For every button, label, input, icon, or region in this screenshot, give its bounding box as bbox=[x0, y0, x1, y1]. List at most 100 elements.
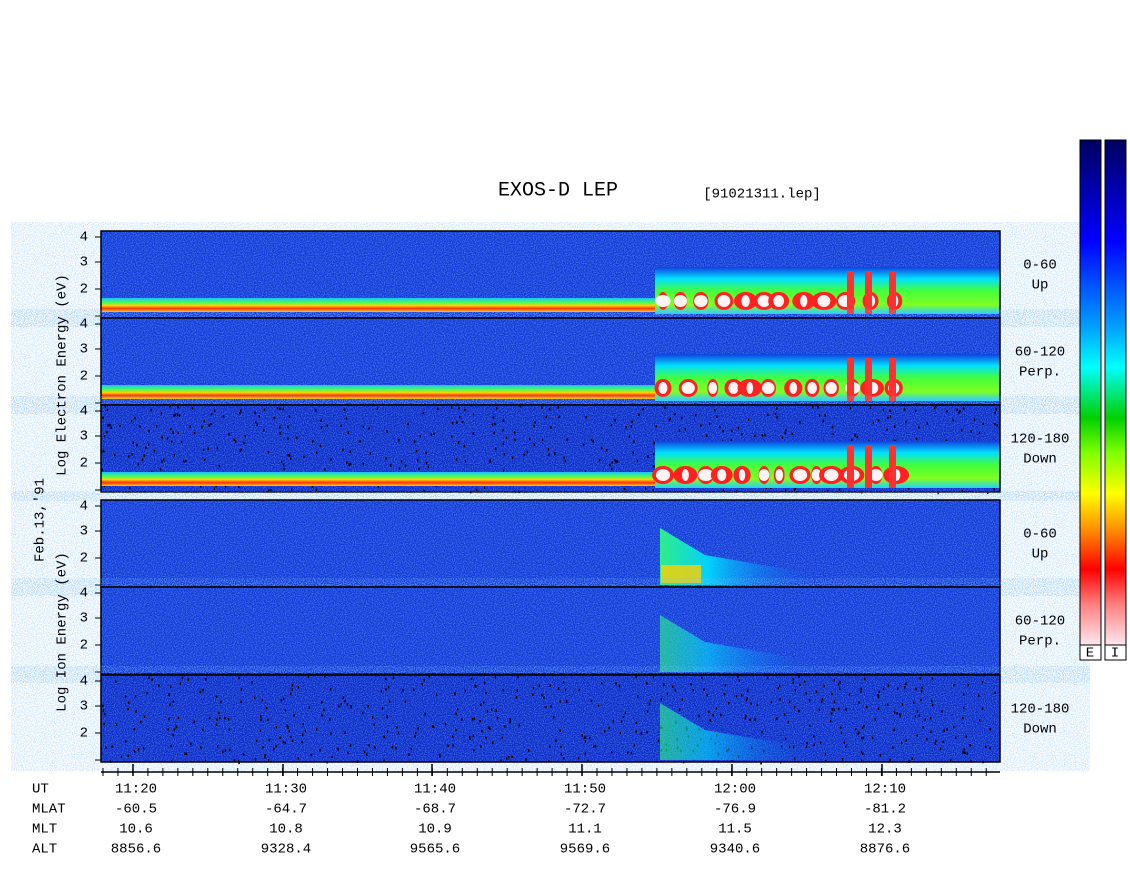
speckle bbox=[282, 463, 285, 467]
speckle bbox=[541, 406, 543, 409]
speckle bbox=[889, 758, 891, 762]
blob bbox=[728, 382, 739, 394]
low-energy-band bbox=[101, 385, 655, 399]
speckle bbox=[722, 429, 725, 433]
speckle bbox=[511, 456, 514, 460]
speckle bbox=[584, 752, 587, 755]
speckle bbox=[550, 705, 552, 708]
blob bbox=[811, 469, 822, 481]
speckle bbox=[608, 726, 610, 730]
speckle bbox=[338, 705, 340, 708]
speckle bbox=[425, 461, 428, 465]
speckle bbox=[502, 419, 505, 422]
speckle bbox=[344, 699, 346, 703]
speckle bbox=[273, 747, 275, 751]
speckle bbox=[548, 407, 551, 411]
speckle bbox=[301, 740, 303, 744]
speckle bbox=[824, 752, 827, 756]
speckle bbox=[184, 752, 186, 755]
speckle bbox=[172, 431, 174, 434]
y-tick-label: 2 bbox=[80, 369, 88, 385]
speckle bbox=[993, 488, 995, 491]
speckle bbox=[815, 690, 818, 694]
blob bbox=[757, 295, 771, 307]
speckle bbox=[373, 723, 375, 726]
speckle bbox=[970, 430, 973, 433]
speckle bbox=[829, 719, 832, 723]
row-value: 10.9 bbox=[418, 822, 452, 838]
speckle bbox=[550, 426, 552, 429]
speckle bbox=[950, 759, 952, 762]
speckle bbox=[377, 485, 380, 488]
speckle bbox=[761, 434, 764, 437]
y-tick-label: 3 bbox=[80, 611, 88, 627]
speckle bbox=[799, 421, 801, 424]
speckle bbox=[737, 426, 740, 430]
speckle bbox=[262, 746, 264, 749]
y-tick-label: 4 bbox=[80, 404, 88, 420]
speckle bbox=[220, 700, 222, 704]
speckle bbox=[476, 488, 478, 492]
speckle bbox=[533, 424, 535, 428]
row-value: 9340.6 bbox=[710, 842, 760, 858]
speckle bbox=[749, 718, 751, 721]
speckle bbox=[549, 745, 551, 749]
speckle bbox=[315, 488, 318, 492]
speckle bbox=[745, 698, 748, 702]
speckle bbox=[644, 487, 647, 490]
ion-hot bbox=[661, 565, 701, 583]
speckle bbox=[538, 684, 541, 687]
speckle bbox=[813, 743, 816, 747]
speckle bbox=[276, 407, 279, 410]
speckle bbox=[833, 700, 836, 704]
speckle bbox=[945, 439, 948, 443]
speckle bbox=[148, 429, 150, 433]
speckle bbox=[664, 406, 666, 409]
speckle bbox=[146, 691, 148, 695]
speckle bbox=[282, 740, 285, 744]
speckle bbox=[216, 446, 219, 450]
speckle bbox=[798, 675, 800, 679]
speckle bbox=[222, 415, 225, 418]
speckle bbox=[486, 710, 489, 713]
speckle bbox=[495, 709, 498, 713]
panel-direction: Down bbox=[1023, 452, 1057, 468]
speckle bbox=[141, 458, 144, 461]
speckle bbox=[102, 449, 105, 453]
speckle bbox=[103, 712, 106, 716]
speckle bbox=[173, 414, 175, 417]
speckle bbox=[240, 409, 242, 413]
speckle bbox=[169, 703, 171, 707]
speckle bbox=[170, 440, 173, 443]
speckle bbox=[134, 416, 136, 420]
speckle bbox=[783, 713, 786, 716]
row-value: 8876.6 bbox=[860, 842, 910, 858]
speckle bbox=[234, 440, 237, 443]
speckle bbox=[935, 739, 937, 743]
speckle bbox=[431, 725, 434, 728]
speckle bbox=[963, 407, 965, 410]
speckle bbox=[564, 688, 567, 692]
speckle bbox=[137, 463, 140, 466]
speckle bbox=[103, 434, 106, 438]
speckle bbox=[427, 465, 430, 469]
speckle bbox=[148, 676, 150, 679]
speckle bbox=[738, 679, 741, 682]
speckle bbox=[136, 443, 138, 447]
speckle bbox=[224, 749, 227, 752]
speckle bbox=[270, 489, 272, 492]
speckle bbox=[791, 432, 794, 436]
speckle bbox=[288, 454, 291, 457]
speckle bbox=[619, 731, 622, 735]
speckle bbox=[330, 458, 332, 461]
colorbar-label: E bbox=[1086, 646, 1094, 662]
spike bbox=[865, 358, 872, 401]
y-tick-label: 4 bbox=[80, 674, 88, 690]
blob bbox=[746, 382, 754, 394]
speckle bbox=[809, 724, 811, 728]
speckle bbox=[362, 462, 365, 466]
speckle bbox=[982, 422, 985, 426]
speckle bbox=[698, 714, 700, 718]
speckle bbox=[125, 740, 127, 743]
speckle bbox=[107, 424, 109, 427]
